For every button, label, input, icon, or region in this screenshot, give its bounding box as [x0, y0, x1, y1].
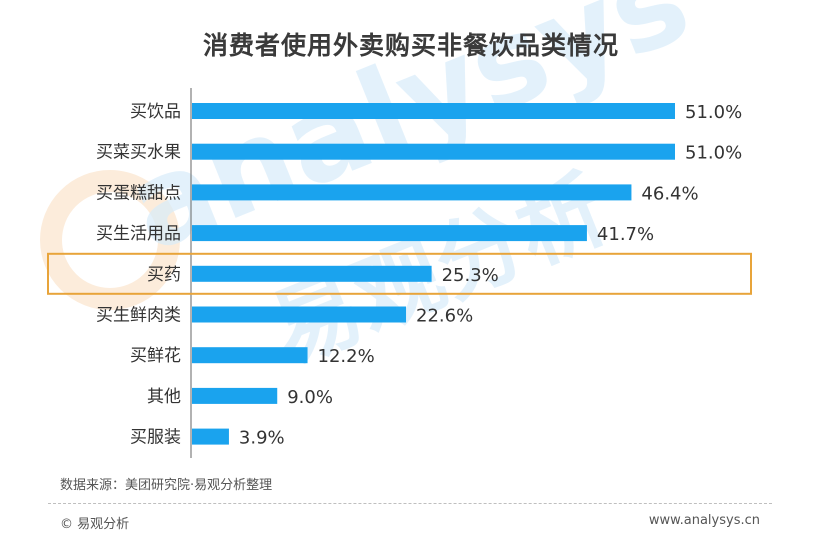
copyright-text: © 易观分析: [60, 517, 130, 532]
data-label: 12.2%: [318, 346, 375, 367]
bar: [192, 143, 675, 160]
bar-chart: 买饮品 51.0% 买菜买水果 51.0% 买蛋糕甜点 46.4% 买生活用品 41.7% 买药…: [47, 88, 752, 458]
data-label: 3.9%: [239, 428, 285, 449]
category-label: 买饮品: [130, 102, 181, 122]
bar: [192, 428, 229, 445]
category-label: 其他: [147, 387, 181, 407]
chart-title: 消费者使用外卖购买非餐饮品类情况: [202, 31, 619, 60]
footer-divider: [48, 503, 772, 504]
category-label: 买生活用品: [96, 224, 181, 244]
data-label: 22.6%: [416, 306, 473, 327]
data-label: 46.4%: [641, 183, 698, 204]
category-label: 买鲜花: [130, 346, 181, 366]
data-label: 25.3%: [442, 265, 499, 286]
bar: [192, 387, 278, 404]
category-label: 买蛋糕甜点: [96, 183, 181, 203]
data-label: 41.7%: [597, 224, 654, 245]
bar: [192, 306, 407, 323]
highlight-box: [47, 252, 752, 295]
category-label: 买药: [147, 265, 181, 285]
data-source: 数据来源：美团研究院·易观分析整理: [60, 478, 273, 493]
bar: [192, 347, 308, 364]
data-label: 51.0%: [685, 143, 742, 164]
bar: [192, 184, 632, 201]
bar: [192, 103, 675, 119]
bar: [192, 225, 587, 242]
category-label: 买服装: [130, 428, 181, 448]
bar: [192, 265, 432, 282]
website-link[interactable]: www.analysys.cn: [648, 513, 760, 528]
data-label: 9.0%: [287, 387, 333, 408]
category-label: 买生鲜肉类: [96, 306, 181, 326]
data-label: 51.0%: [685, 102, 742, 123]
category-label: 买菜买水果: [96, 143, 181, 163]
